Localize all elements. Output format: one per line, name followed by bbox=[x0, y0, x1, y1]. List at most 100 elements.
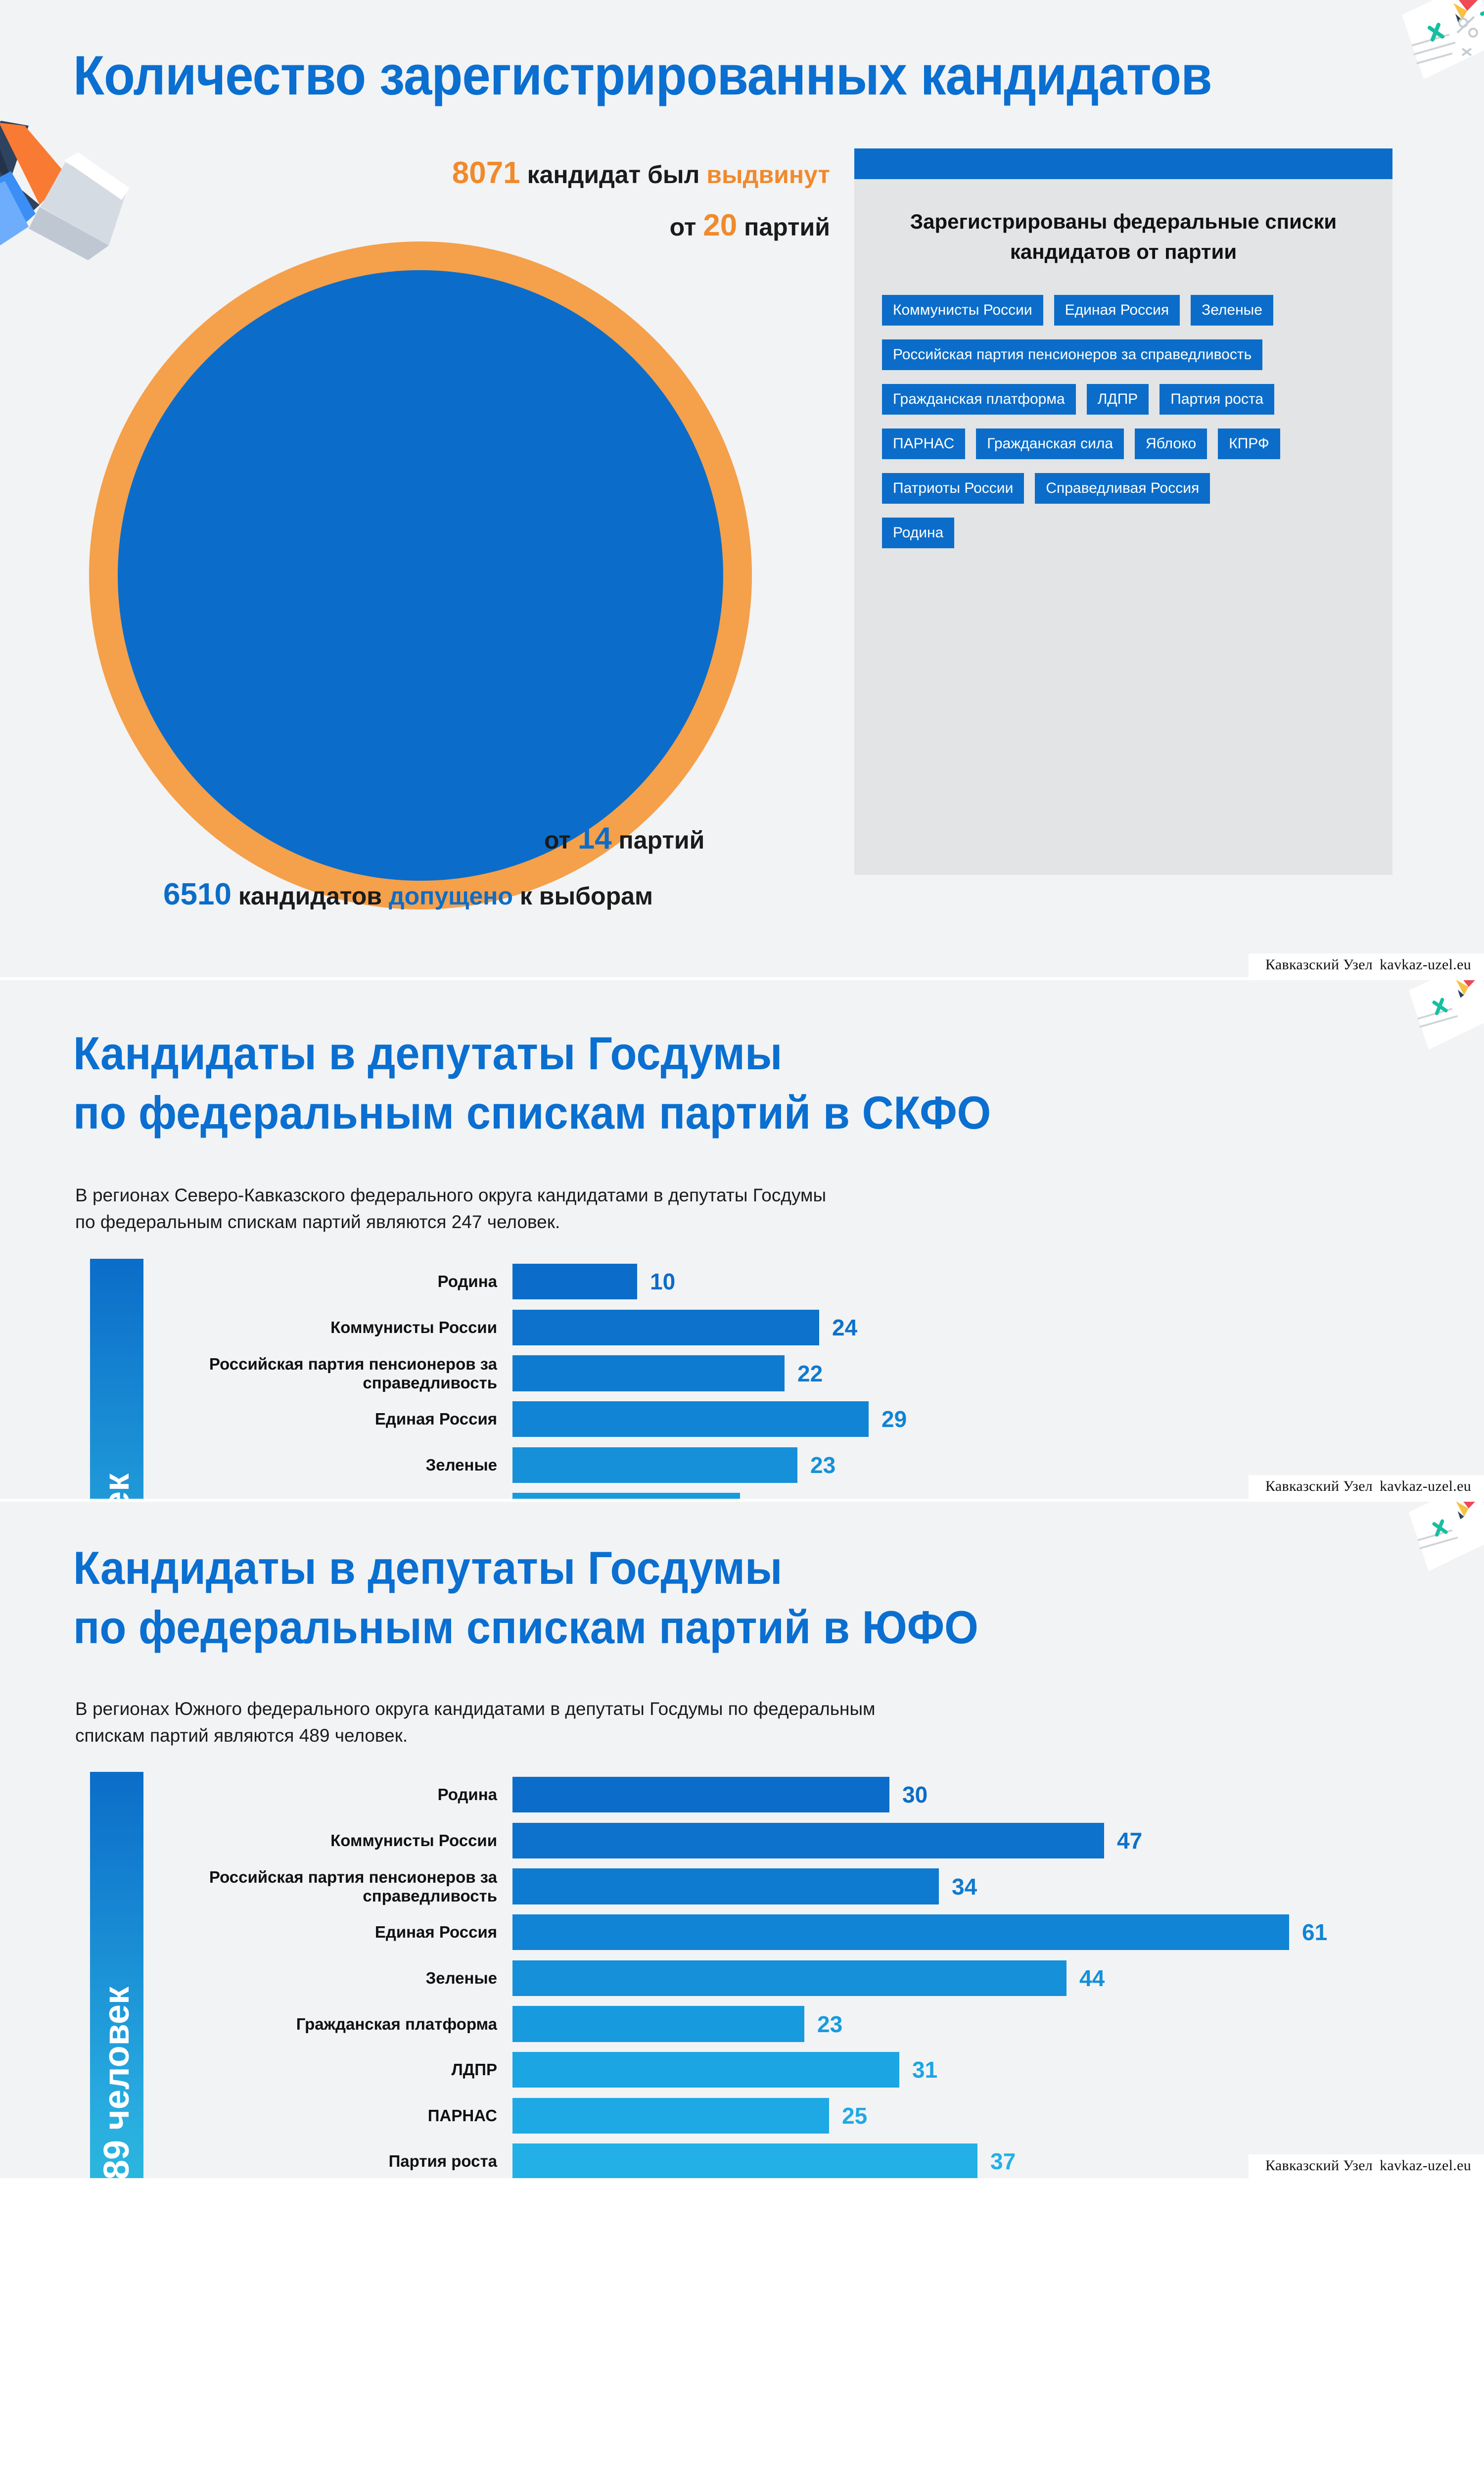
table-row: Коммунисты России 24 bbox=[0, 1305, 1484, 1351]
party-tag[interactable]: Единая Россия bbox=[1054, 294, 1180, 326]
bar bbox=[512, 1447, 797, 1483]
bar-value-label: 34 bbox=[952, 1873, 977, 1900]
table-row: ЛДПР 31 bbox=[0, 2047, 1484, 2093]
bar bbox=[512, 1264, 637, 1300]
bar bbox=[512, 2052, 899, 2088]
admitted-line: 6510 кандидатов допущено к выборам bbox=[163, 877, 653, 912]
bar-value-label: 22 bbox=[797, 1360, 823, 1386]
party-tag[interactable]: Родина bbox=[882, 517, 955, 548]
bar-category-label: Родина bbox=[437, 1785, 497, 1804]
nominated-parties-count: 20 bbox=[703, 208, 738, 242]
party-tag[interactable]: ПАРНАС bbox=[882, 428, 966, 459]
bar bbox=[512, 1355, 785, 1391]
table-row: Российская партия пенсионеров за справед… bbox=[0, 1863, 1484, 1909]
bar-category-label: Зеленые bbox=[425, 1455, 497, 1474]
from-label-2: от bbox=[544, 826, 578, 854]
bar-value-label: 29 bbox=[881, 1406, 907, 1432]
sidebar-total-skfo: 247 человек bbox=[90, 1259, 143, 1499]
watermark-name: Кавказский Узел bbox=[1265, 1478, 1373, 1494]
bar-value-label: 24 bbox=[832, 1314, 858, 1340]
watermark-url: kavkaz-uzel.eu bbox=[1380, 2157, 1471, 2174]
bar bbox=[512, 2097, 829, 2134]
bar bbox=[512, 1309, 819, 1346]
bar-value-label: 19 bbox=[753, 1498, 778, 1499]
document-pencil-icon bbox=[1408, 1502, 1484, 1571]
table-row: Единая Россия 61 bbox=[0, 1909, 1484, 1955]
bar-value-label: 37 bbox=[990, 2148, 1016, 2175]
section-title-skfo-line1: Кандидаты в депутаты Госдумы bbox=[73, 1027, 783, 1079]
party-tag[interactable]: ЛДПР bbox=[1086, 383, 1149, 415]
section-title-ufo-line1: Кандидаты в депутаты Госдумы bbox=[73, 1542, 783, 1594]
sidebar-total-ufo: 489 человек bbox=[90, 1772, 143, 2178]
table-row: Гражданская платформа 23 bbox=[0, 2001, 1484, 2047]
parties-word-1: партий bbox=[737, 213, 830, 241]
party-tag[interactable]: Справедливая Россия bbox=[1035, 473, 1210, 504]
party-tag-row: Патриоты России Справедливая Россия bbox=[882, 473, 1370, 504]
admitted-count: 6510 bbox=[163, 877, 232, 911]
bar-category-label: Коммунисты России bbox=[330, 1831, 497, 1850]
bar-category-label: Коммунисты России bbox=[330, 1318, 497, 1336]
bar-value-label: 10 bbox=[650, 1269, 676, 1295]
party-tag[interactable]: Патриоты России bbox=[882, 473, 1024, 504]
watermark: Кавказский Узел kavkaz-uzel.eu bbox=[1248, 2154, 1484, 2178]
table-row: Коммунисты России 47 bbox=[0, 1818, 1484, 1864]
admitted-parties-count: 14 bbox=[577, 821, 612, 856]
watermark: Кавказский Узел kavkaz-uzel.eu bbox=[1248, 953, 1484, 977]
nominated-count: 8071 bbox=[452, 156, 520, 190]
party-tag[interactable]: Гражданская платформа bbox=[882, 383, 1076, 415]
bar-category-label: Гражданская платформа bbox=[296, 2014, 497, 2033]
bar-category-label: Российская партия пенсионеров за справед… bbox=[209, 1354, 497, 1392]
bar bbox=[512, 2143, 977, 2178]
party-tag[interactable]: Российская партия пенсионеров за справед… bbox=[882, 339, 1263, 370]
bar-category-label: ПАРНАС bbox=[427, 2106, 497, 2125]
bar-value-label: 25 bbox=[842, 2102, 868, 2129]
section-intro-skfo-line1: В регионах Северо-Кавказского федерально… bbox=[75, 1185, 827, 1205]
party-tag-row: Гражданская платформа ЛДПР Партия роста bbox=[882, 383, 1370, 415]
party-tag[interactable]: Партия роста bbox=[1159, 383, 1275, 415]
section-registered-candidates: Количество зарегистрированных кандидатов… bbox=[0, 0, 1484, 977]
party-tag[interactable]: Зеленые bbox=[1191, 294, 1273, 326]
bar-value-label: 23 bbox=[817, 2011, 843, 2037]
table-row: Российская партия пенсионеров за справед… bbox=[0, 1350, 1484, 1396]
nominated-text: кандидат был bbox=[520, 161, 707, 189]
from-label-1: от bbox=[669, 213, 703, 241]
section-intro-skfo-line2: по федеральным спискам партий являются 2… bbox=[75, 1212, 560, 1232]
bar-chart-ufo: Родина 30 Коммунисты России 47 Российская па… bbox=[0, 1772, 1484, 2178]
party-tag[interactable]: КПРФ bbox=[1218, 428, 1280, 459]
watermark-name: Кавказский Узел bbox=[1265, 956, 1373, 973]
party-tag[interactable]: Гражданская сила bbox=[976, 428, 1124, 459]
section-intro-ufo-line2: спискам партий являются 489 человек. bbox=[75, 1725, 408, 1746]
bar-value-label: 31 bbox=[912, 2057, 938, 2083]
registered-party-lists-card: Зарегистрированы федеральные списки канд… bbox=[854, 148, 1392, 875]
bar-chart-skfo: Родина 10 Коммунисты России 24 Российская па… bbox=[0, 1259, 1484, 1499]
watermark: Кавказский Узел kavkaz-uzel.eu bbox=[1248, 1475, 1484, 1499]
section-intro-ufo-line1: В регионах Южного федерального округа ка… bbox=[75, 1699, 876, 1719]
section-title-skfo-line2: по федеральным спискам партий в СКФО bbox=[73, 1087, 991, 1139]
bar-value-label: 61 bbox=[1302, 1919, 1328, 1946]
watermark-url: kavkaz-uzel.eu bbox=[1380, 956, 1471, 973]
party-tag-row: Родина bbox=[882, 517, 1370, 548]
bar bbox=[512, 1868, 939, 1904]
party-tag[interactable]: Коммунисты России bbox=[882, 294, 1043, 326]
table-row: Зеленые 23 bbox=[0, 1442, 1484, 1488]
watermark-url: kavkaz-uzel.eu bbox=[1380, 1478, 1471, 1494]
table-row: ПАРНАС 25 bbox=[0, 2093, 1484, 2139]
bar-value-label: 47 bbox=[1117, 1827, 1143, 1854]
bar bbox=[512, 1914, 1289, 1951]
donut-chart bbox=[89, 241, 752, 909]
table-row: Гражданская платформа19 bbox=[0, 1488, 1484, 1499]
nominated-line: 8071 кандидат был выдвинут bbox=[452, 155, 830, 190]
bar-category-label: Зеленые bbox=[425, 1968, 497, 1987]
page-title: Количество зарегистрированных кандидатов bbox=[73, 45, 1212, 106]
table-row: Единая Россия 29 bbox=[0, 1396, 1484, 1442]
party-tag[interactable]: Яблоко bbox=[1135, 428, 1207, 459]
nominated-parties-line: от 20 партий bbox=[670, 208, 830, 243]
section-ufo: Кандидаты в депутаты Госдумы по федераль… bbox=[0, 1502, 1484, 2178]
document-pencil-icon bbox=[1402, 0, 1484, 79]
bar-value-label: 23 bbox=[810, 1452, 836, 1478]
table-row: Партия роста 37 bbox=[0, 2139, 1484, 2178]
section-divider-1 bbox=[0, 977, 1484, 980]
admitted-text-before: кандидатов bbox=[231, 882, 389, 910]
bar-category-label: ЛДПР bbox=[451, 2060, 497, 2079]
document-pencil-icon bbox=[1408, 980, 1484, 1050]
